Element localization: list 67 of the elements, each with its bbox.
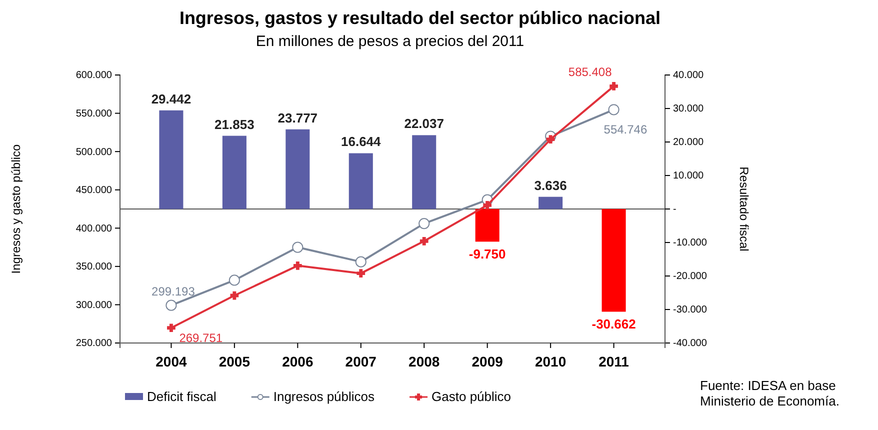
bar <box>222 136 246 209</box>
y2-tick-label: -40.000 <box>673 338 708 350</box>
point <box>483 200 492 210</box>
data-label: 585.408 <box>568 65 612 80</box>
y-tick-label: 300.000 <box>76 300 112 311</box>
y-tick-label: 550.000 <box>76 108 112 120</box>
point <box>608 104 620 116</box>
data-label: 554.746 <box>604 122 648 137</box>
bar <box>475 209 500 242</box>
bar <box>602 209 626 312</box>
source-note: Fuente: IDESA en base Ministerio de Economía. <box>700 378 840 409</box>
y-tick-label: 500.000 <box>76 146 112 158</box>
x-tick-label: 2010 <box>534 353 566 370</box>
point <box>418 218 430 230</box>
data-label: 299.193 <box>152 284 196 298</box>
bar <box>412 135 436 209</box>
point <box>610 82 618 90</box>
legend-label: Ingresos públicos <box>273 389 376 404</box>
y2-tick-label: -20.000 <box>673 271 708 282</box>
y-tick-label: 400.000 <box>76 223 112 234</box>
x-tick-label: 2011 <box>598 353 630 370</box>
chart-subtitle: En millones de pesos a precios del 2011 <box>256 33 524 50</box>
y-tick-label: 450.000 <box>76 185 112 196</box>
chart-title: Ingresos, gastos y resultado del sector público nacional <box>179 8 661 28</box>
x-tick-label: 2007 <box>345 353 377 370</box>
point <box>355 256 366 268</box>
x-tick-label: 2009 <box>472 353 504 370</box>
y-tick-label: 600.000 <box>76 70 112 82</box>
point <box>230 291 239 300</box>
x-tick-label: 2008 <box>408 353 440 370</box>
y2-tick-label: 10.000 <box>673 170 704 182</box>
y2-tick-label: -30.000 <box>673 304 708 316</box>
legend-label: Deficit fiscal <box>147 389 216 404</box>
bar <box>286 129 310 209</box>
data-label: 29.442 <box>151 91 192 106</box>
point <box>292 242 304 253</box>
data-label: 21.853 <box>214 116 254 132</box>
x-tick-label: 2005 <box>218 353 250 370</box>
data-label: 269.751 <box>179 330 223 345</box>
y2-tick-label: 40.000 <box>673 70 704 82</box>
legend-label: Gasto público <box>432 389 512 404</box>
data-label: 22.037 <box>404 116 444 132</box>
data-label: -9.750 <box>468 246 506 262</box>
y-tick-label: 250.000 <box>76 338 112 350</box>
point <box>420 236 428 246</box>
y-axis-title: Ingresos y gasto público <box>9 144 23 274</box>
point <box>356 269 366 278</box>
y2-axis-title: Resultado fiscal <box>737 166 751 252</box>
point <box>293 261 302 270</box>
y2-tick-label: - <box>673 204 676 216</box>
x-tick-label: 2004 <box>156 353 187 370</box>
point <box>228 274 240 286</box>
y-tick-label: 350.000 <box>76 262 112 273</box>
bar <box>159 110 184 209</box>
y2-tick-label: -10.000 <box>673 238 708 249</box>
data-label: 23.777 <box>278 110 318 126</box>
x-tick-label: 2006 <box>282 353 314 370</box>
data-label: -30.662 <box>592 316 636 332</box>
y2-tick-label: 20.000 <box>673 137 704 148</box>
point <box>166 300 177 311</box>
bar <box>538 196 563 209</box>
data-label: 16.644 <box>341 134 382 150</box>
point <box>546 135 555 144</box>
data-label: 3.636 <box>534 178 567 193</box>
bar <box>348 153 373 209</box>
point <box>167 324 176 332</box>
y2-tick-label: 30.000 <box>673 104 704 115</box>
